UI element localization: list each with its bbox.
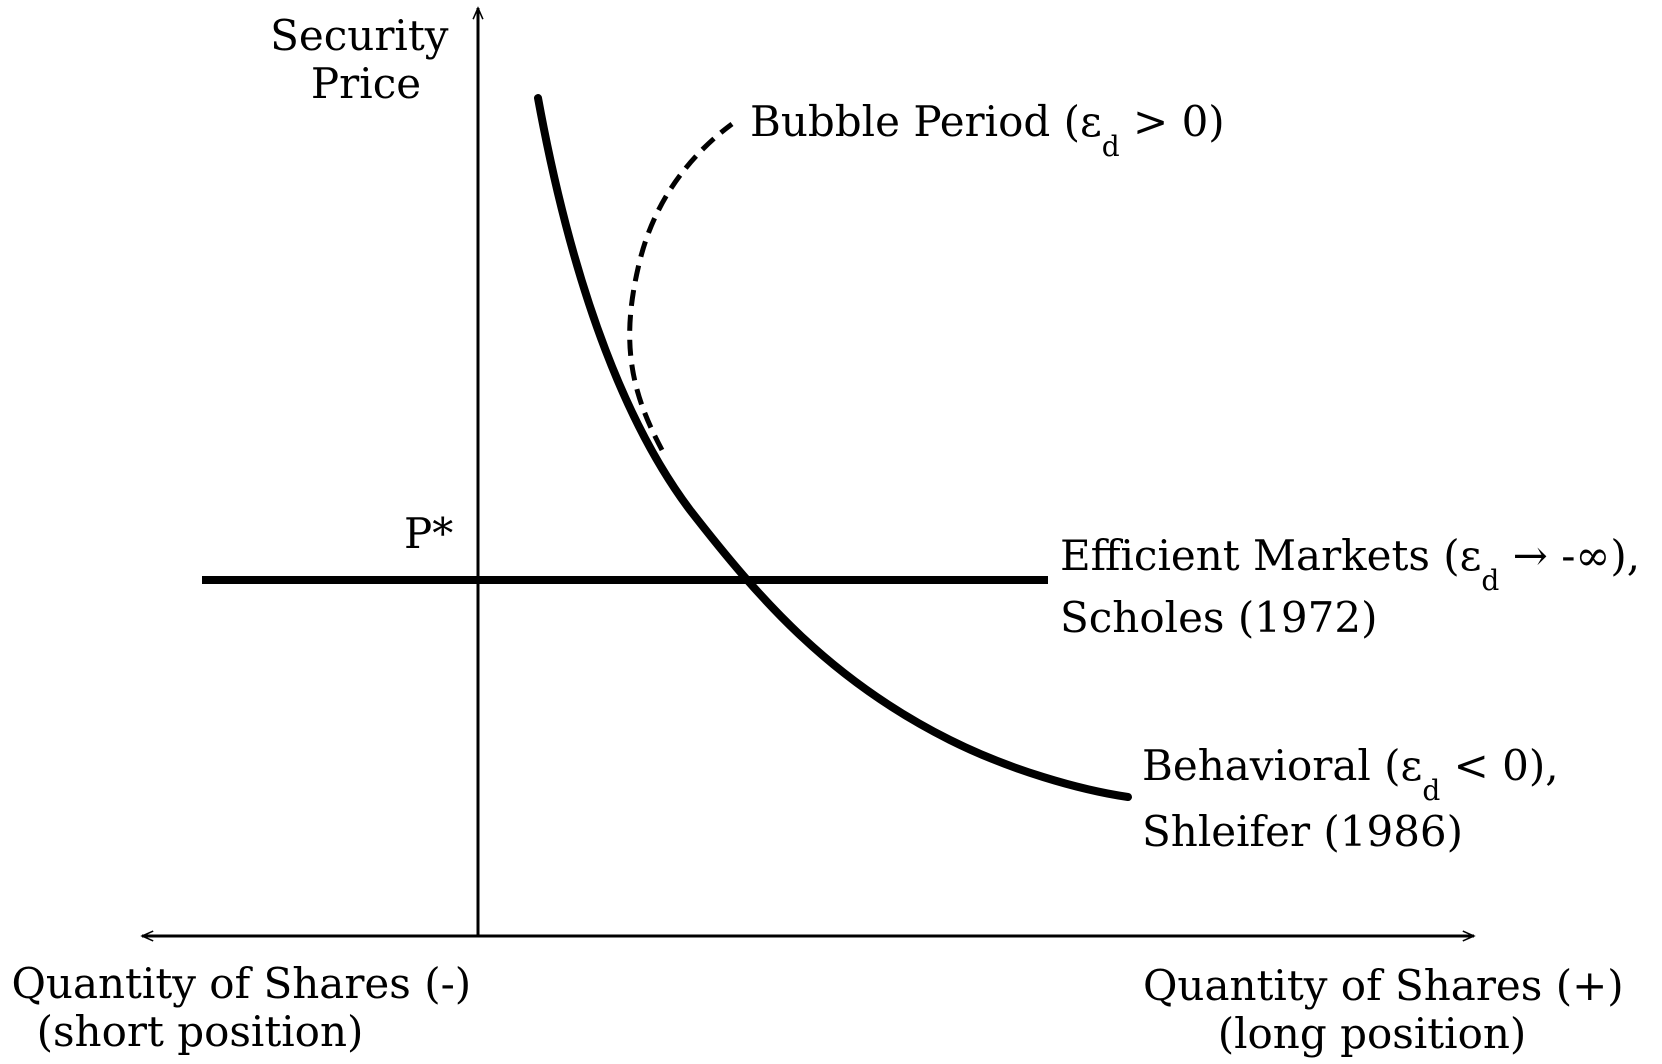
efficient-markets-label: Efficient Markets (εd → -∞), bbox=[1060, 531, 1640, 597]
behavioral-label-suffix: < 0), bbox=[1440, 741, 1558, 790]
bubble-label-prefix: Bubble Period (ε bbox=[750, 97, 1102, 146]
bubble-period-curve bbox=[627, 121, 734, 452]
bubble-label-suffix: > 0) bbox=[1120, 97, 1225, 146]
behavioral-label-subscript: d bbox=[1422, 774, 1440, 807]
behavioral-demand-curve bbox=[534, 94, 1132, 801]
x-axis-right-label: Quantity of Shares (+) (long position) bbox=[1143, 961, 1637, 1058]
x-axis-left-label-line1: Quantity of Shares (-) bbox=[11, 959, 471, 1008]
y-axis-label: Security Price bbox=[270, 11, 462, 108]
behavioral-label-prefix: Behavioral (ε bbox=[1142, 741, 1422, 790]
x-axis-right-label-line1: Quantity of Shares (+) bbox=[1143, 961, 1624, 1010]
behavioral-label: Behavioral (εd < 0), bbox=[1142, 741, 1559, 807]
y-axis-label-line1: Security bbox=[270, 11, 449, 60]
efficient-markets-citation: Scholes (1972) bbox=[1060, 593, 1377, 642]
behavioral-citation: Shleifer (1986) bbox=[1142, 807, 1463, 856]
efficient-label-suffix: → -∞), bbox=[1499, 531, 1640, 580]
efficient-label-subscript: d bbox=[1481, 564, 1499, 597]
y-axis-label-line2: Price bbox=[311, 59, 421, 108]
equilibrium-price-label: P* bbox=[404, 509, 453, 558]
x-axis-left-label: Quantity of Shares (-) (short position) bbox=[11, 959, 484, 1056]
bubble-label-subscript: d bbox=[1102, 130, 1120, 163]
bubble-period-label: Bubble Period (εd > 0) bbox=[750, 97, 1225, 163]
x-axis-left-label-line2: (short position) bbox=[37, 1007, 364, 1056]
x-axis-right-label-line2: (long position) bbox=[1218, 1009, 1527, 1058]
efficient-label-prefix: Efficient Markets (ε bbox=[1060, 531, 1481, 580]
